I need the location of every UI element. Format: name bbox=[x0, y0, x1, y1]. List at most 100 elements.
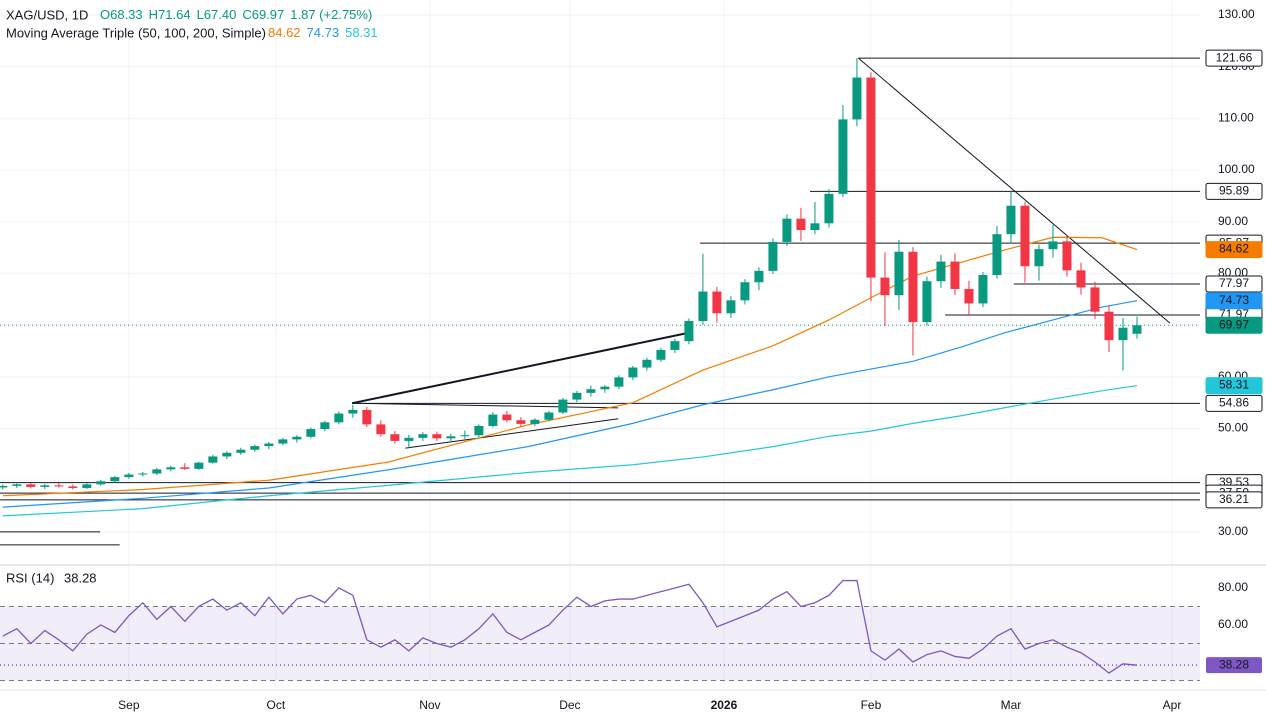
ohlc-header: O68.33 H71.64 L67.40 C69.97 1.87 (+2.75%) bbox=[100, 7, 372, 22]
ohlc-value: O68.33 bbox=[100, 7, 143, 22]
candle-body bbox=[796, 218, 806, 231]
candle-body bbox=[614, 377, 624, 387]
price-badge bbox=[1205, 292, 1263, 310]
candle-body bbox=[1048, 241, 1058, 250]
candle-body bbox=[558, 399, 568, 413]
candle-body bbox=[26, 484, 36, 487]
price-badge bbox=[1205, 49, 1263, 67]
x-tick-label: Mar bbox=[1001, 698, 1022, 712]
candle-body bbox=[880, 277, 890, 296]
candle-body bbox=[12, 484, 22, 486]
y-tick-label: 100.00 bbox=[1218, 162, 1255, 176]
candle-body bbox=[1034, 249, 1044, 267]
price-badge-label: 121.66 bbox=[1216, 50, 1253, 64]
candle-body bbox=[726, 300, 736, 314]
candle-body bbox=[1020, 205, 1030, 267]
candle-body bbox=[1006, 205, 1016, 235]
price-badge-label: 69.97 bbox=[1219, 317, 1249, 331]
price-badge bbox=[1205, 491, 1263, 509]
candle-body bbox=[670, 341, 680, 350]
candle-body bbox=[68, 486, 78, 488]
candle-body bbox=[922, 281, 932, 323]
candle-body bbox=[936, 261, 946, 282]
candle-body bbox=[572, 392, 582, 400]
ma-legend-value: 84.62 bbox=[268, 25, 301, 40]
candle-body bbox=[768, 241, 778, 271]
rsi-title: RSI (14) bbox=[6, 570, 54, 585]
candle-body bbox=[838, 119, 848, 194]
rsi-badge-label: 38.28 bbox=[1219, 657, 1249, 671]
candle-body bbox=[1090, 287, 1100, 312]
candle-body bbox=[264, 443, 274, 447]
trend-line bbox=[351, 331, 689, 405]
moving-average bbox=[2, 300, 1138, 508]
price-badge bbox=[1205, 275, 1263, 293]
candle-body bbox=[404, 437, 414, 441]
trend-line bbox=[352, 402, 619, 409]
candle-body bbox=[866, 77, 876, 278]
candle-body bbox=[152, 469, 162, 474]
ohlc-value: 1.87 (+2.75%) bbox=[290, 7, 372, 22]
symbol: XAG/USD, 1D bbox=[6, 7, 88, 22]
x-tick-label: Oct bbox=[267, 698, 286, 712]
candle-body bbox=[348, 409, 358, 414]
rsi-line bbox=[2, 579, 1138, 674]
price-badge-label: 58.31 bbox=[1219, 378, 1249, 392]
candle-body bbox=[96, 481, 106, 485]
ohlc-value: L67.40 bbox=[197, 7, 237, 22]
candle-body bbox=[390, 434, 400, 441]
candle-body bbox=[516, 420, 526, 424]
candle-body bbox=[446, 436, 456, 439]
candle-body bbox=[180, 467, 190, 469]
candle-body bbox=[530, 419, 540, 424]
candle-body bbox=[600, 386, 610, 390]
candle-body bbox=[1118, 327, 1128, 341]
price-badge-label: 54.86 bbox=[1219, 396, 1249, 410]
x-tick-label: 2026 bbox=[711, 698, 738, 712]
ma-title: Moving Average Triple (50, 100, 200, Sim… bbox=[6, 25, 266, 40]
plot-layer bbox=[0, 0, 1200, 690]
candle-body bbox=[460, 435, 470, 437]
candle-body bbox=[642, 359, 652, 368]
price-badge bbox=[1205, 316, 1263, 334]
price-badge-label: 36.21 bbox=[1219, 492, 1249, 506]
ma-values: 84.62 74.73 58.31 bbox=[268, 25, 378, 40]
moving-average bbox=[2, 384, 1138, 517]
candle-body bbox=[824, 193, 834, 224]
candle-body bbox=[544, 412, 554, 420]
candle-body bbox=[502, 414, 512, 421]
price-badge bbox=[1205, 377, 1263, 395]
rsi-tick-label: 80.00 bbox=[1218, 580, 1248, 594]
candle-body bbox=[334, 413, 344, 423]
candle-body bbox=[656, 349, 666, 360]
candle-body bbox=[432, 434, 442, 439]
ma-legend-value: 74.73 bbox=[307, 25, 340, 40]
y-tick-label: 110.00 bbox=[1218, 111, 1254, 125]
candle-body bbox=[362, 409, 372, 425]
candle-body bbox=[40, 485, 50, 487]
candle-body bbox=[964, 288, 974, 304]
rsi-legend-value: 38.28 bbox=[64, 570, 97, 585]
candle-body bbox=[166, 467, 176, 470]
candle-body bbox=[236, 449, 246, 453]
candle-body bbox=[698, 291, 708, 322]
x-tick-label: Sep bbox=[118, 698, 140, 712]
y-tick-label: 30.00 bbox=[1218, 524, 1248, 538]
candle-body bbox=[1062, 241, 1072, 271]
x-tick-label: Apr bbox=[1163, 698, 1182, 712]
y-tick-label: 130.00 bbox=[1218, 7, 1255, 21]
candle-body bbox=[894, 251, 904, 296]
ohlc-value: H71.64 bbox=[149, 7, 191, 22]
candle-body bbox=[194, 462, 204, 469]
candle-body bbox=[852, 77, 862, 120]
candle-body bbox=[1132, 325, 1142, 334]
candle-body bbox=[754, 270, 764, 283]
candle-body bbox=[54, 485, 64, 487]
rsi-tick-label: 60.00 bbox=[1218, 617, 1248, 631]
trend-line bbox=[858, 57, 1171, 324]
candle-body bbox=[1104, 311, 1114, 341]
candle-body bbox=[222, 452, 232, 457]
candle-body bbox=[376, 424, 386, 435]
